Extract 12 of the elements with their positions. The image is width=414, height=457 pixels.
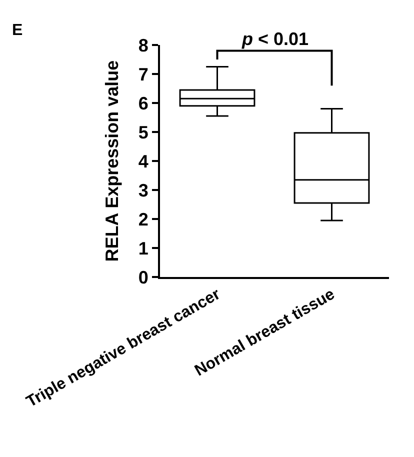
y-tick-label: 8 xyxy=(138,35,148,56)
y-tick-label: 2 xyxy=(138,209,148,230)
y-tick-label: 4 xyxy=(138,151,148,172)
y-tick-label: 0 xyxy=(138,267,148,288)
y-tick-label: 6 xyxy=(138,93,148,114)
y-axis-title: RELA Expression value xyxy=(102,60,122,262)
y-tick-label: 7 xyxy=(138,64,148,84)
y-tick-label: 5 xyxy=(138,122,148,142)
annotation: p < 0.01 xyxy=(241,29,309,49)
y-tick-label: 1 xyxy=(138,238,148,258)
y-tick-label: 3 xyxy=(138,180,148,200)
text: E xyxy=(12,22,23,39)
